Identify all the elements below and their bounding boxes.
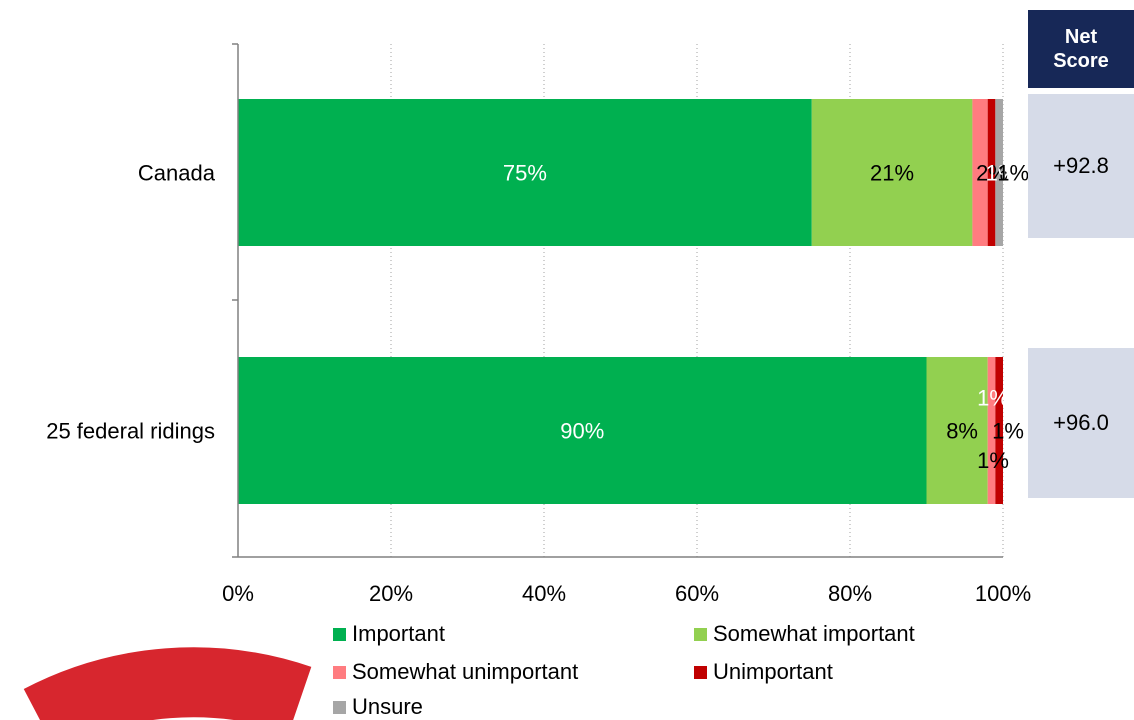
bar-segment [995, 357, 1003, 504]
x-tick-label: 0% [222, 581, 254, 606]
bar-segment [811, 99, 973, 246]
legend-label-important: Important [352, 621, 445, 646]
bar-segment [926, 357, 988, 504]
gridlines [390, 44, 1004, 557]
legend-swatch-unsure [333, 700, 346, 714]
data-label: 1% [977, 448, 1009, 473]
x-tick-label: 60% [675, 581, 719, 606]
legend-item-important: Important [333, 621, 445, 647]
data-label: 8% [946, 419, 978, 444]
x-tick-label: 40% [522, 581, 566, 606]
x-tick-label: 80% [828, 581, 872, 606]
legend-label-somewhat-unimportant: Somewhat unimportant [352, 659, 579, 684]
data-label: 1% [997, 161, 1029, 186]
data-label: 21% [870, 161, 914, 186]
legend-item-unsure: Unsure [333, 694, 423, 720]
bar-segment [987, 99, 996, 246]
legend-label-unsure: Unsure [352, 694, 423, 719]
bar-segment [995, 99, 1003, 246]
legend-item-somewhat-unimportant: Somewhat unimportant [333, 659, 578, 685]
legend-item-unimportant: Unimportant [694, 659, 833, 685]
axes: 0% 20% 40% 60% 80% 100% Canada 25 federal ridin… [46, 43, 1031, 606]
data-label: 1% [986, 161, 1018, 186]
bar-segment [238, 99, 812, 246]
legend-swatch-important [333, 627, 346, 641]
net-score-header: Net Score [1028, 10, 1134, 88]
bar-segment [238, 357, 927, 504]
data-label: 75% [503, 161, 547, 186]
bars [238, 99, 1003, 504]
legend-label-unimportant: Unimportant [713, 659, 833, 684]
category-label: 25 federal ridings [46, 419, 215, 444]
data-label: 90% [560, 419, 604, 444]
x-tick-label: 20% [369, 581, 413, 606]
legend-swatch-somewhat-important [694, 627, 707, 641]
data-label: 1% [977, 386, 1009, 411]
bar-segment [987, 357, 996, 504]
legend-swatch-unimportant [694, 665, 707, 679]
legend-label-somewhat-important: Somewhat important [713, 621, 915, 646]
data-labels: 75% 21% 2%1%1%90% 8%1%1%1% [503, 161, 1029, 474]
legend-item-somewhat-important: Somewhat important [694, 621, 915, 647]
category-label: Canada [138, 161, 216, 186]
net-score-ridings: +96.0 [1028, 348, 1134, 498]
net-score-header-line2: Score [1053, 50, 1109, 72]
data-label: 2% [976, 161, 1008, 186]
bar-segment [972, 99, 988, 246]
legend-swatch-somewhat-unimportant [333, 665, 346, 679]
x-tick-label: 100% [975, 581, 1031, 606]
net-score-header-line1: Net [1064, 26, 1098, 48]
data-label: 1% [992, 419, 1024, 444]
net-score-canada: +92.8 [1028, 94, 1134, 238]
